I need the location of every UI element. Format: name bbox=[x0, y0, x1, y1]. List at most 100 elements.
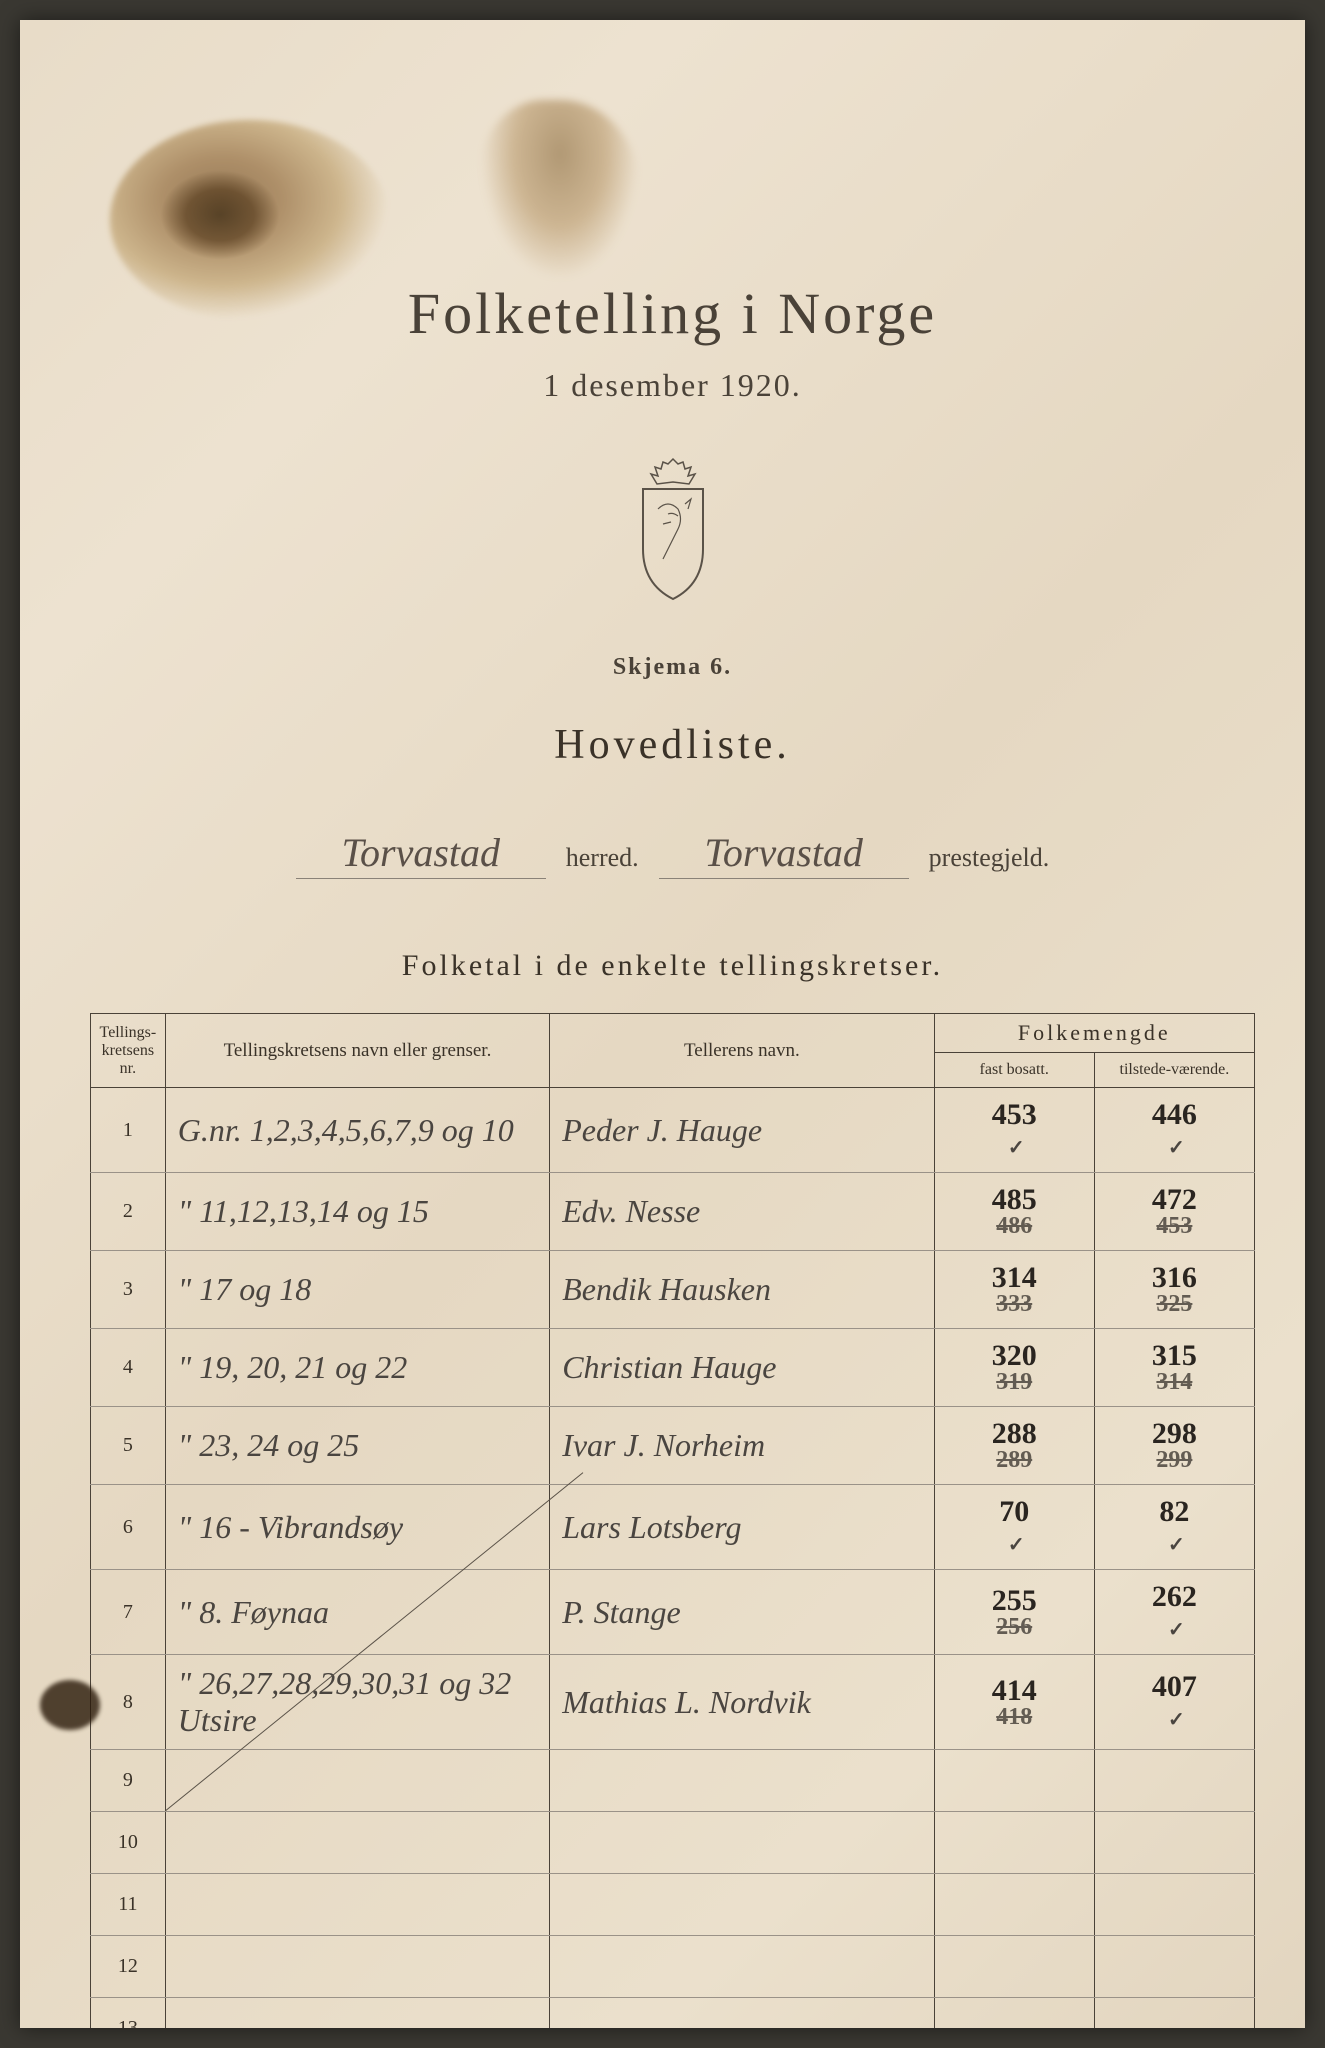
cell-fast: 320319 bbox=[934, 1329, 1094, 1407]
section-title: Folketal i de enkelte tellingskretser. bbox=[90, 949, 1255, 983]
cell-nr: 5 bbox=[91, 1407, 166, 1485]
cell-nr: 6 bbox=[91, 1485, 166, 1570]
document-page: Folketelling i Norge 1 desember 1920. Sk… bbox=[20, 20, 1305, 2028]
table-row: 10 bbox=[91, 1812, 1255, 1874]
cell-teller bbox=[550, 1936, 934, 1998]
cell-fast bbox=[934, 1936, 1094, 1998]
location-row: Torvastad herred. Torvastad prestegjeld. bbox=[90, 829, 1255, 879]
cell-tilstede: 82 ✓ bbox=[1094, 1485, 1254, 1570]
cell-navn: " 19, 20, 21 og 22 bbox=[165, 1329, 549, 1407]
cell-teller: Mathias L. Nordvik bbox=[550, 1655, 934, 1750]
cell-navn: G.nr. 1,2,3,4,5,6,7,9 og 10 bbox=[165, 1088, 549, 1173]
prestegjeld-label: prestegjeld. bbox=[929, 843, 1050, 873]
cell-navn: " 17 og 18 bbox=[165, 1251, 549, 1329]
cell-fast bbox=[934, 1750, 1094, 1812]
cell-nr: 10 bbox=[91, 1812, 166, 1874]
cell-navn bbox=[165, 1812, 549, 1874]
cell-tilstede: 316325 bbox=[1094, 1251, 1254, 1329]
cell-nr: 1 bbox=[91, 1088, 166, 1173]
table-row: 1G.nr. 1,2,3,4,5,6,7,9 og 10Peder J. Hau… bbox=[91, 1088, 1255, 1173]
cell-tilstede bbox=[1094, 1936, 1254, 1998]
cell-teller: Edv. Nesse bbox=[550, 1173, 934, 1251]
cell-teller: Bendik Hausken bbox=[550, 1251, 934, 1329]
col-fast: fast bosatt. bbox=[934, 1053, 1094, 1088]
cell-teller: Christian Hauge bbox=[550, 1329, 934, 1407]
cell-fast bbox=[934, 1998, 1094, 2029]
col-navn: Tellingskretsens navn eller grenser. bbox=[165, 1014, 549, 1088]
cell-tilstede: 262 ✓ bbox=[1094, 1570, 1254, 1655]
cell-nr: 9 bbox=[91, 1750, 166, 1812]
cell-fast: 314333 bbox=[934, 1251, 1094, 1329]
crest-svg bbox=[613, 454, 733, 604]
cell-navn bbox=[165, 1874, 549, 1936]
herred-label: herred. bbox=[566, 843, 639, 873]
census-table-wrap: Tellings-kretsens nr. Tellingskretsens n… bbox=[90, 1013, 1255, 2028]
census-table: Tellings-kretsens nr. Tellingskretsens n… bbox=[90, 1013, 1255, 2028]
cell-teller: Ivar J. Norheim bbox=[550, 1407, 934, 1485]
table-row: 9 bbox=[91, 1750, 1255, 1812]
cell-nr: 7 bbox=[91, 1570, 166, 1655]
table-row: 13 bbox=[91, 1998, 1255, 2029]
table-row: 5" 23, 24 og 25Ivar J. Norheim2882892982… bbox=[91, 1407, 1255, 1485]
stain-decoration bbox=[160, 170, 280, 260]
cell-tilstede: 407 ✓ bbox=[1094, 1655, 1254, 1750]
cell-teller: P. Stange bbox=[550, 1570, 934, 1655]
table-row: 8" 26,27,28,29,30,31 og 32 UtsireMathias… bbox=[91, 1655, 1255, 1750]
cell-tilstede bbox=[1094, 1812, 1254, 1874]
table-row: 12 bbox=[91, 1936, 1255, 1998]
cell-nr: 2 bbox=[91, 1173, 166, 1251]
cell-tilstede bbox=[1094, 1998, 1254, 2029]
col-teller: Tellerens navn. bbox=[550, 1014, 934, 1088]
cell-navn bbox=[165, 1750, 549, 1812]
table-row: 6" 16 - VibrandsøyLars Lotsberg70✓82 ✓ bbox=[91, 1485, 1255, 1570]
table-row: 7" 8. FøynaaP. Stange255256262 ✓ bbox=[91, 1570, 1255, 1655]
cell-teller bbox=[550, 1998, 934, 2029]
cell-fast: 70✓ bbox=[934, 1485, 1094, 1570]
cell-navn bbox=[165, 1998, 549, 2029]
table-row: 11 bbox=[91, 1874, 1255, 1936]
stain-decoration bbox=[480, 100, 640, 280]
cell-teller: Lars Lotsberg bbox=[550, 1485, 934, 1570]
document-header: Folketelling i Norge 1 desember 1920. Sk… bbox=[90, 280, 1255, 983]
col-nr: Tellings-kretsens nr. bbox=[91, 1014, 166, 1088]
coat-of-arms-icon bbox=[613, 454, 733, 604]
cell-navn: " 16 - Vibrandsøy bbox=[165, 1485, 549, 1570]
cell-fast: 255256 bbox=[934, 1570, 1094, 1655]
cell-fast: 288289 bbox=[934, 1407, 1094, 1485]
cell-fast: 485486 bbox=[934, 1173, 1094, 1251]
cell-teller bbox=[550, 1812, 934, 1874]
table-body: 1G.nr. 1,2,3,4,5,6,7,9 og 10Peder J. Hau… bbox=[91, 1088, 1255, 2029]
cell-tilstede: 446 ✓ bbox=[1094, 1088, 1254, 1173]
cell-fast bbox=[934, 1812, 1094, 1874]
table-row: 3" 17 og 18Bendik Hausken314333316325 bbox=[91, 1251, 1255, 1329]
col-tilstede: tilstede-værende. bbox=[1094, 1053, 1254, 1088]
table-row: 4" 19, 20, 21 og 22Christian Hauge320319… bbox=[91, 1329, 1255, 1407]
cell-tilstede bbox=[1094, 1750, 1254, 1812]
col-folkemengde: Folkemengde bbox=[934, 1014, 1254, 1053]
cell-navn: " 8. Føynaa bbox=[165, 1570, 549, 1655]
cell-nr: 13 bbox=[91, 1998, 166, 2029]
list-title: Hovedliste. bbox=[90, 721, 1255, 769]
cell-nr: 3 bbox=[91, 1251, 166, 1329]
stain-decoration bbox=[40, 1680, 100, 1730]
prestegjeld-value: Torvastad bbox=[659, 829, 909, 879]
herred-value: Torvastad bbox=[296, 829, 546, 879]
cell-teller bbox=[550, 1874, 934, 1936]
cell-fast bbox=[934, 1874, 1094, 1936]
cell-tilstede: 298299 bbox=[1094, 1407, 1254, 1485]
table-header: Tellings-kretsens nr. Tellingskretsens n… bbox=[91, 1014, 1255, 1088]
cell-tilstede: 472453 bbox=[1094, 1173, 1254, 1251]
cell-fast: 414418 bbox=[934, 1655, 1094, 1750]
cell-nr: 8 bbox=[91, 1655, 166, 1750]
cell-teller bbox=[550, 1750, 934, 1812]
cell-navn: " 11,12,13,14 og 15 bbox=[165, 1173, 549, 1251]
page-title: Folketelling i Norge bbox=[90, 280, 1255, 347]
cell-tilstede bbox=[1094, 1874, 1254, 1936]
cell-fast: 453✓ bbox=[934, 1088, 1094, 1173]
date-subtitle: 1 desember 1920. bbox=[90, 367, 1255, 404]
cell-navn bbox=[165, 1936, 549, 1998]
cell-navn: " 26,27,28,29,30,31 og 32 Utsire bbox=[165, 1655, 549, 1750]
cell-nr: 11 bbox=[91, 1874, 166, 1936]
cell-navn: " 23, 24 og 25 bbox=[165, 1407, 549, 1485]
cell-tilstede: 315314 bbox=[1094, 1329, 1254, 1407]
